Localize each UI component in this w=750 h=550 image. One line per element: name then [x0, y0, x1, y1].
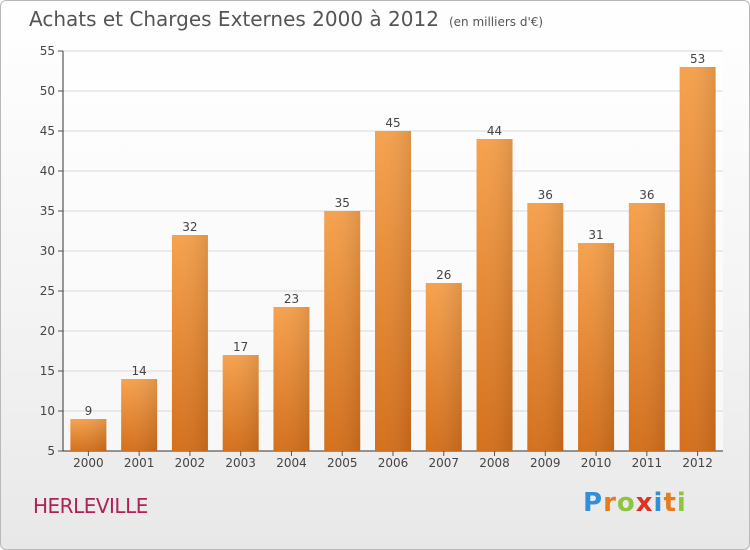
logo-letter: x	[635, 488, 654, 518]
y-tick-label: 50	[40, 84, 55, 98]
commune-name: HERLEVILLE	[33, 494, 148, 518]
bar-shade	[476, 139, 513, 451]
bar-value-label: 36	[639, 188, 654, 202]
y-tick-label: 45	[40, 124, 55, 138]
x-tick-label: 2000	[73, 456, 104, 470]
x-tick-label: 2004	[276, 456, 307, 470]
bar-shade	[273, 307, 310, 451]
bar-value-label: 44	[487, 124, 502, 138]
bar-shade	[628, 203, 665, 451]
bar-shade	[578, 243, 615, 451]
bar-value-label: 31	[588, 228, 603, 242]
bar-shade	[425, 283, 462, 451]
proxiti-logo: Proxiti	[583, 488, 687, 518]
logo-letter: r	[603, 488, 617, 518]
unit-note: (en milliers d'€)	[448, 15, 544, 29]
bar-value-label: 26	[436, 268, 451, 282]
x-tick-label: 2012	[682, 456, 713, 470]
x-tick-label: 2007	[428, 456, 459, 470]
x-tick-label: 2011	[632, 456, 663, 470]
x-tick-label: 2001	[124, 456, 155, 470]
bar-value-label: 53	[690, 52, 705, 66]
logo-letter: o	[616, 488, 636, 518]
y-tick-label: 10	[40, 404, 55, 418]
bar-value-label: 36	[538, 188, 553, 202]
y-tick-label: 30	[40, 244, 55, 258]
bar-shade	[324, 211, 361, 451]
bar-value-label: 32	[182, 220, 197, 234]
logo-letter: t	[663, 488, 677, 518]
y-tick-label: 20	[40, 324, 55, 338]
bar-value-label: 9	[85, 404, 93, 418]
logo-letter: i	[653, 488, 664, 518]
logo-letter: i	[676, 488, 687, 518]
bar-value-label: 14	[132, 364, 147, 378]
x-tick-label: 2010	[581, 456, 612, 470]
chart-title-text: Achats et Charges Externes 2000 à 2012	[29, 7, 439, 31]
bar-shade	[222, 355, 259, 451]
bar-shade	[375, 131, 411, 451]
bar-shade	[70, 419, 107, 451]
bar-value-label: 17	[233, 340, 248, 354]
y-tick-label: 40	[40, 164, 55, 178]
chart-title: Achats et Charges Externes 2000 à 2012 (e…	[29, 7, 543, 31]
bar-shade	[171, 235, 208, 451]
y-tick-label: 25	[40, 284, 55, 298]
logo-letter: P	[583, 488, 604, 518]
y-tick-label: 15	[40, 364, 55, 378]
y-tick-label: 35	[40, 204, 55, 218]
bar-shade	[679, 67, 716, 451]
bar-value-label: 35	[335, 196, 350, 210]
y-tick-label: 5	[47, 444, 55, 458]
x-tick-label: 2002	[175, 456, 206, 470]
x-tick-label: 2008	[479, 456, 510, 470]
x-tick-label: 2006	[378, 456, 409, 470]
x-tick-label: 2009	[530, 456, 561, 470]
bar-shade	[121, 379, 158, 451]
bar-value-label: 45	[385, 116, 400, 130]
bar-shade	[527, 203, 564, 451]
bar-value-label: 23	[284, 292, 299, 306]
x-tick-label: 2005	[327, 456, 358, 470]
x-tick-label: 2003	[225, 456, 256, 470]
y-tick-label: 55	[40, 44, 55, 58]
